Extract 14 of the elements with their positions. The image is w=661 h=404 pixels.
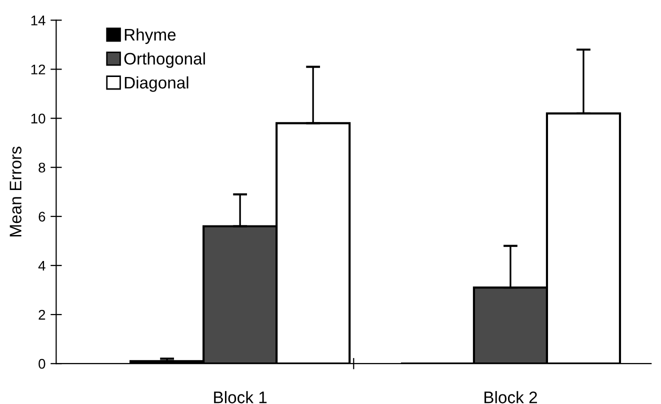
y-axis-title: Mean Errors [10,146,22,236]
y-tick-label: 12 [31,64,46,74]
legend-label: Orthogonal [124,52,205,68]
legend-label: Diagonal [124,76,188,92]
y-tick-label: 0 [38,358,46,369]
x-tick-label: Block 1 [214,391,267,404]
y-tick-label: 8 [38,162,46,173]
x-tick-label: Block 2 [484,391,537,404]
y-tick-label: 2 [38,310,46,320]
y-tick-label: 10 [31,114,46,124]
y-tick-label: 14 [31,16,46,26]
y-tick-label: 4 [38,260,46,271]
legend-label: Rhyme [124,28,176,44]
y-tick-label: 6 [38,212,46,222]
